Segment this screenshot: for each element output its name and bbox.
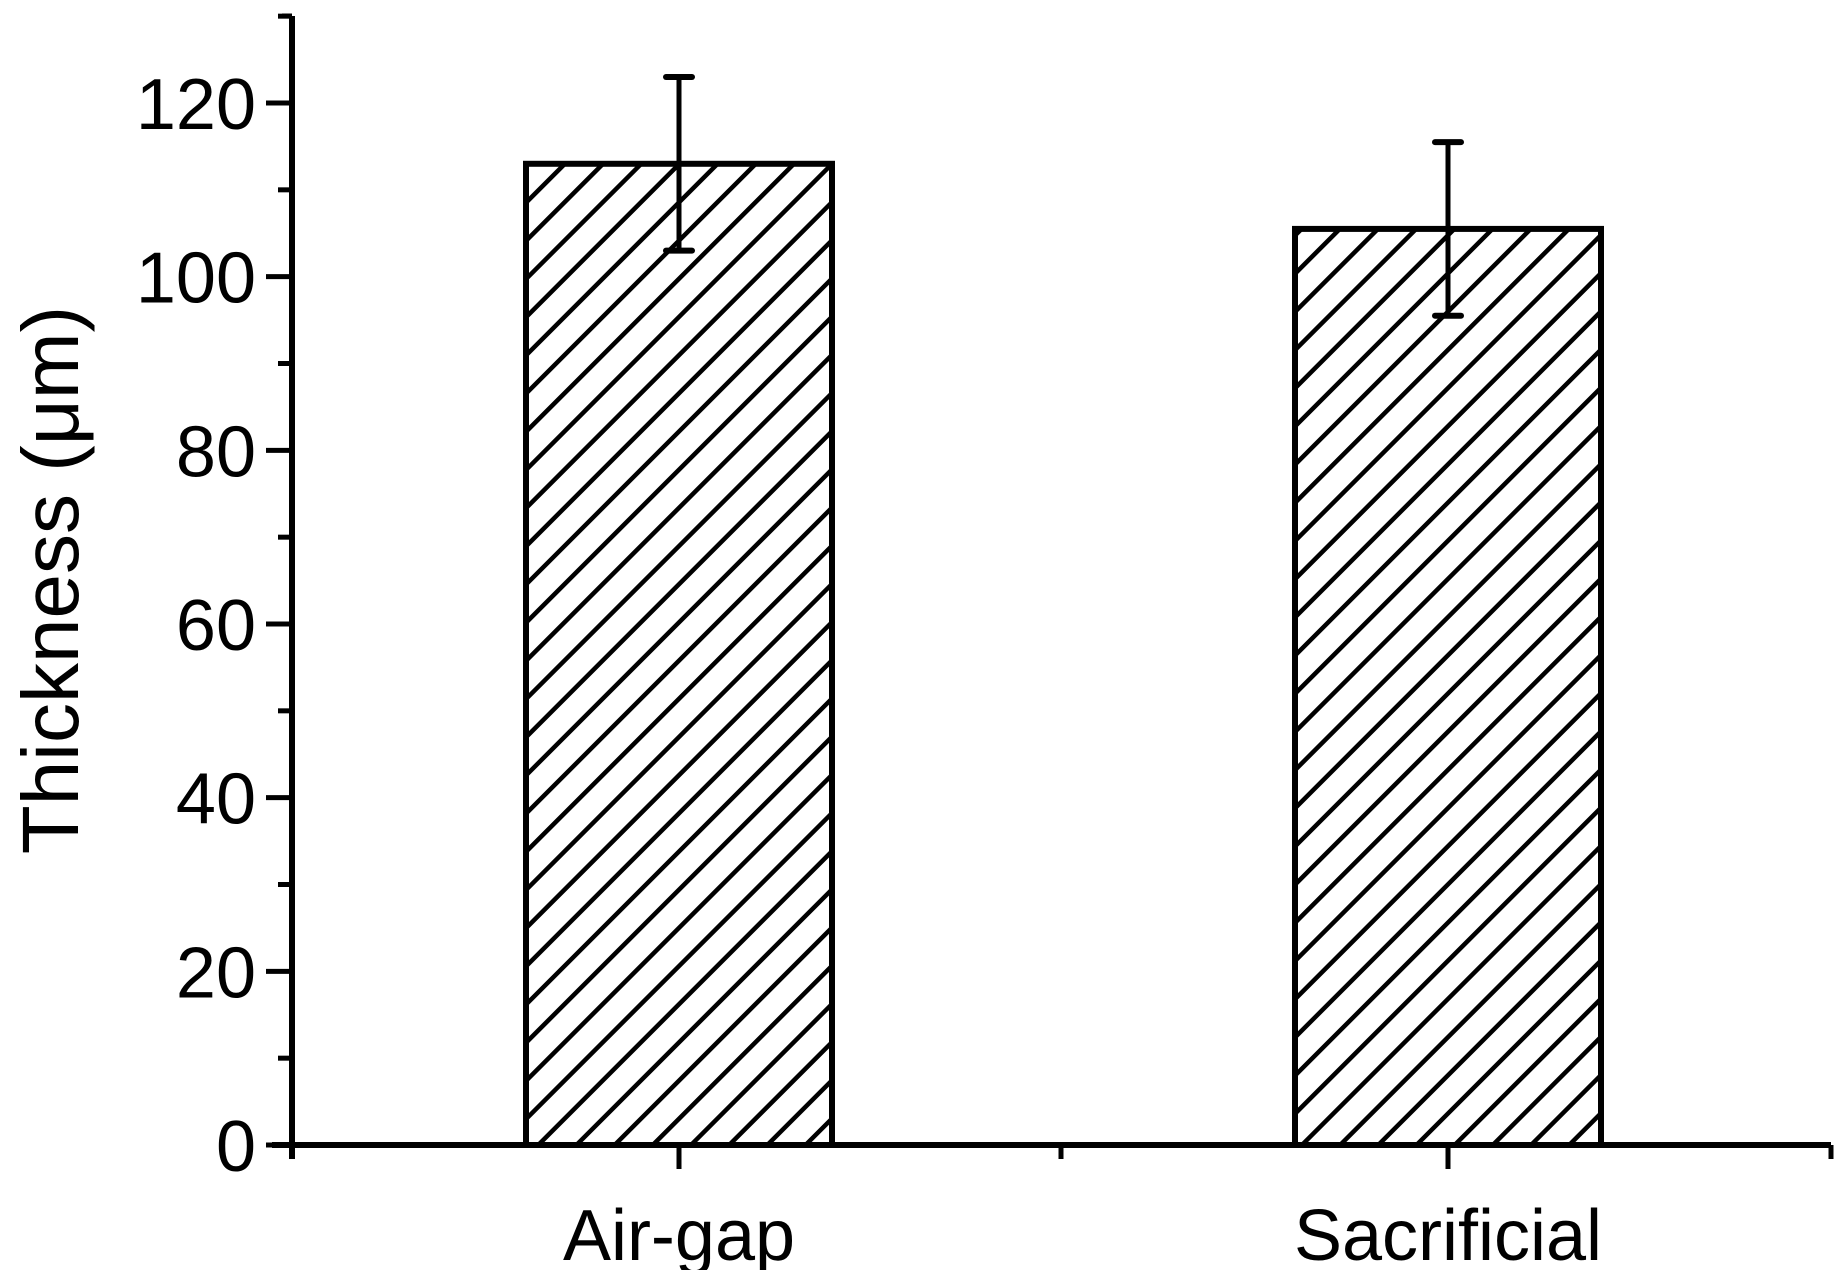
y-tick-label: 20 bbox=[176, 933, 256, 1013]
x-tick-label: Sacrificial bbox=[1294, 1196, 1602, 1270]
y-tick-label: 120 bbox=[136, 65, 256, 145]
plot-area: Air-gap Sacrificial 0 20 40 60 80 100 120 bbox=[136, 13, 1834, 1270]
y-tick-label: 40 bbox=[176, 760, 256, 840]
y-tick-label: 60 bbox=[176, 586, 256, 666]
x-tick-label: Air-gap bbox=[563, 1196, 795, 1270]
bar-sacrificial bbox=[1292, 225, 1604, 1149]
y-tick-label: 80 bbox=[176, 412, 256, 492]
y-tick-label: 0 bbox=[216, 1107, 256, 1187]
y-tick-label: 100 bbox=[136, 239, 256, 319]
y-axis-label: Thickness (μm) bbox=[6, 306, 95, 854]
bar-air-gap bbox=[523, 160, 835, 1149]
